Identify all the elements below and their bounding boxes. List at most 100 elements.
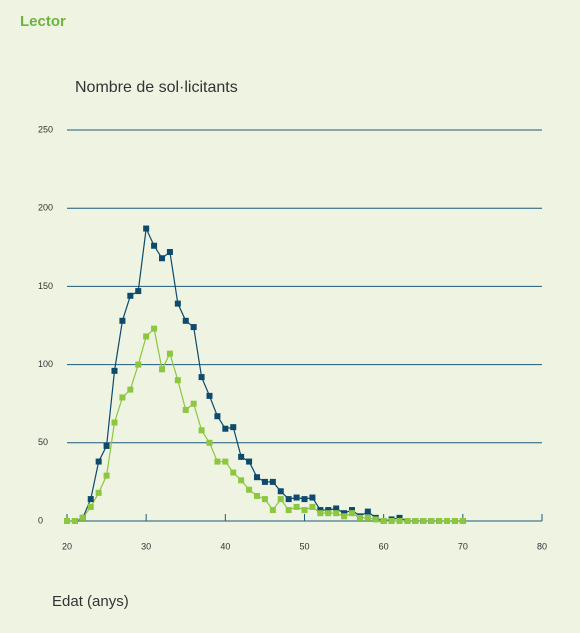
point — [309, 494, 316, 501]
point — [333, 505, 340, 512]
point — [151, 242, 158, 249]
point — [222, 425, 229, 432]
point — [428, 518, 435, 524]
point — [388, 518, 395, 524]
point — [459, 518, 466, 524]
point — [396, 514, 403, 521]
series-line — [67, 327, 463, 522]
x-tick-label: 60 — [379, 541, 389, 551]
point — [119, 317, 126, 324]
point — [285, 496, 292, 503]
chart-title: Nombre de sol·licitants — [75, 79, 238, 96]
point — [261, 496, 268, 503]
point — [293, 494, 300, 501]
point — [190, 324, 197, 331]
point — [151, 325, 158, 332]
point — [127, 386, 134, 393]
point — [317, 510, 324, 517]
point — [285, 507, 292, 514]
point — [135, 288, 142, 295]
y-tick-label: 50 — [38, 437, 48, 447]
point — [64, 518, 70, 524]
point — [71, 518, 78, 524]
point — [103, 442, 110, 449]
point — [198, 374, 205, 381]
point — [246, 486, 253, 493]
point — [420, 518, 427, 524]
point — [206, 439, 213, 446]
point — [159, 366, 165, 373]
point — [143, 333, 150, 340]
point — [396, 518, 403, 524]
point — [293, 503, 300, 510]
point — [412, 518, 419, 524]
point — [436, 518, 443, 524]
point — [277, 488, 284, 495]
point — [111, 367, 118, 374]
x-tick-label: 20 — [62, 541, 72, 551]
point — [182, 317, 189, 324]
point — [444, 518, 450, 524]
point — [301, 507, 308, 514]
point — [119, 394, 126, 401]
point — [238, 477, 245, 484]
point — [143, 225, 150, 232]
point — [95, 489, 102, 496]
point — [190, 400, 197, 407]
point — [325, 507, 332, 514]
x-tick-label: 50 — [299, 541, 309, 551]
point — [174, 300, 181, 307]
point — [309, 503, 316, 510]
point — [103, 472, 110, 479]
point — [261, 478, 268, 485]
x-tick-label: 80 — [537, 541, 547, 551]
x-axis-label: Edat (anys) — [52, 593, 129, 610]
series-line — [67, 226, 463, 522]
point — [135, 361, 142, 368]
point — [95, 458, 102, 465]
point — [254, 492, 260, 499]
point — [111, 419, 118, 426]
point — [380, 518, 387, 524]
point — [159, 255, 165, 262]
x-tick-label: 30 — [141, 541, 151, 551]
point — [87, 503, 94, 510]
point — [364, 514, 371, 521]
y-tick-label: 150 — [38, 281, 53, 291]
point — [269, 478, 276, 485]
y-tick-label: 200 — [38, 203, 53, 213]
x-tick-label: 40 — [220, 541, 230, 551]
point — [214, 458, 221, 465]
point — [79, 514, 86, 521]
x-tick-label: 70 — [458, 541, 468, 551]
point — [182, 406, 189, 413]
point — [341, 510, 348, 517]
point — [269, 507, 276, 514]
y-tick-label: 0 — [38, 515, 43, 525]
point — [372, 516, 379, 523]
point — [333, 510, 340, 517]
point — [349, 510, 355, 517]
point — [364, 508, 371, 515]
point — [277, 496, 284, 503]
point — [214, 413, 221, 420]
point — [127, 292, 134, 299]
point — [356, 514, 363, 521]
point — [87, 496, 94, 503]
point — [238, 453, 245, 460]
point — [341, 513, 348, 520]
point — [174, 377, 181, 384]
y-tick-label: 250 — [38, 124, 53, 134]
point — [325, 510, 332, 517]
point — [349, 507, 355, 514]
point — [254, 474, 260, 481]
point — [246, 458, 253, 465]
point — [451, 518, 458, 524]
point — [230, 469, 237, 476]
point — [166, 248, 173, 255]
point — [404, 518, 411, 524]
point — [198, 427, 205, 434]
point — [230, 424, 237, 431]
